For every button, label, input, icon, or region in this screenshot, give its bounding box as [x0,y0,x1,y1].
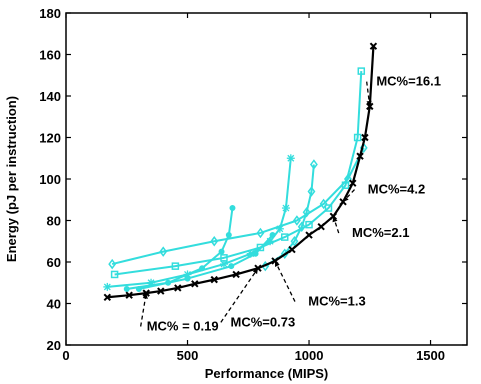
y-tick-label: 40 [47,297,61,312]
annotation: MC%=1.3 [274,260,366,309]
annotation-label: MC%=1.3 [308,294,365,309]
data-point [184,275,191,282]
annotation-arrowhead [275,260,280,267]
series-line [114,71,363,276]
frontier-point [349,179,357,187]
frontier-point [288,245,296,254]
annotation-arrowhead [332,216,338,223]
frontier-point [361,133,369,142]
axes: 0 500 1000 1500 20 40 60 80 100 120 140 160 180 [39,6,468,363]
data-point [281,204,290,213]
data-point [252,250,259,257]
data-point [135,285,142,292]
annotation-label: MC%=0.73 [231,314,296,329]
annotation: MC%=4.2 [342,182,425,203]
x-axis-title: Performance (MIPS) [205,366,329,381]
data-point [353,133,362,142]
annotation: MC% = 0.19 [140,293,219,333]
frontier-point [174,284,182,292]
frontier-point [191,280,199,288]
series-6 [135,232,276,292]
x-tick-label: 1000 [295,348,324,363]
x-tick-label: 0 [62,348,69,363]
data-point [290,236,299,247]
annotation-arrowhead [142,293,148,299]
data-point [199,265,206,272]
annotation-label: MC%=16.1 [376,74,441,89]
data-point [292,215,301,226]
annotation-label: MC%=4.2 [368,182,425,197]
frontier-point [232,270,240,279]
x-tick-label: 500 [177,348,199,363]
x-tick-label: 1500 [416,348,445,363]
annotation-leader [220,267,259,323]
y-tick-label: 180 [39,6,61,21]
annotation-arrowhead [343,196,349,202]
frontier-point [369,42,378,50]
frontier-point [356,152,364,160]
data-point [110,270,119,279]
frontier-point [317,223,325,231]
annotations: MC% = 0.19 MC%=0.73 MC%=1.3 MC%=2.1 MC%=4.2 M… [140,74,441,333]
annotation-label: MC% = 0.19 [147,318,219,333]
data-point [171,262,180,270]
y-tick-label: 160 [39,48,61,63]
y-tick-label: 140 [39,89,61,104]
frontier-line [107,46,375,299]
data-point [280,233,289,241]
annotation-arrowhead [366,100,372,107]
data-point [229,205,236,212]
y-axis-title: Energy (pJ per instruction) [4,96,19,262]
y-tick-label: 60 [47,255,61,270]
data-point [297,221,306,232]
data-point [210,236,219,247]
annotation: MC%=0.73 [220,267,296,329]
data-point [269,232,276,239]
data-point [108,258,117,270]
annotation: MC%=2.1 [332,216,409,240]
series-2 [110,67,366,279]
y-tick-label: 20 [47,338,61,353]
data-point [275,224,284,233]
data-point [307,186,316,197]
y-tick-label: 80 [47,214,61,229]
data-point [246,249,255,258]
y-tick-label: 120 [39,131,61,146]
data-point [324,204,333,212]
annotation-leader [140,293,147,327]
plot-area: MC% = 0.19 MC%=0.73 MC%=1.3 MC%=2.1 MC%=4.2 M… [103,42,441,333]
y-tick-label: 100 [39,172,61,187]
data-point [357,67,366,75]
data-point [123,285,130,292]
data-point [302,206,311,218]
data-point [256,243,265,252]
annotation-leader [274,260,296,302]
annotation: MC%=16.1 [366,74,441,107]
data-point [225,232,232,239]
data-point [309,159,318,170]
annotation-arrowhead [252,268,258,275]
frontier-point [103,293,112,301]
annotation-label: MC%=2.1 [352,225,409,240]
data-point [219,260,228,269]
data-point [103,282,112,291]
data-point [159,246,168,257]
data-point [286,154,295,163]
frontier-point [210,275,218,284]
frontier-point [125,291,133,299]
frontier-point [157,287,165,295]
data-point [319,198,328,210]
frontier-series [103,42,378,301]
frontier-point [305,231,313,239]
data-point [256,227,265,239]
data-point [305,220,313,229]
data-point [341,181,350,189]
data-point [218,248,225,255]
data-point [228,263,235,270]
